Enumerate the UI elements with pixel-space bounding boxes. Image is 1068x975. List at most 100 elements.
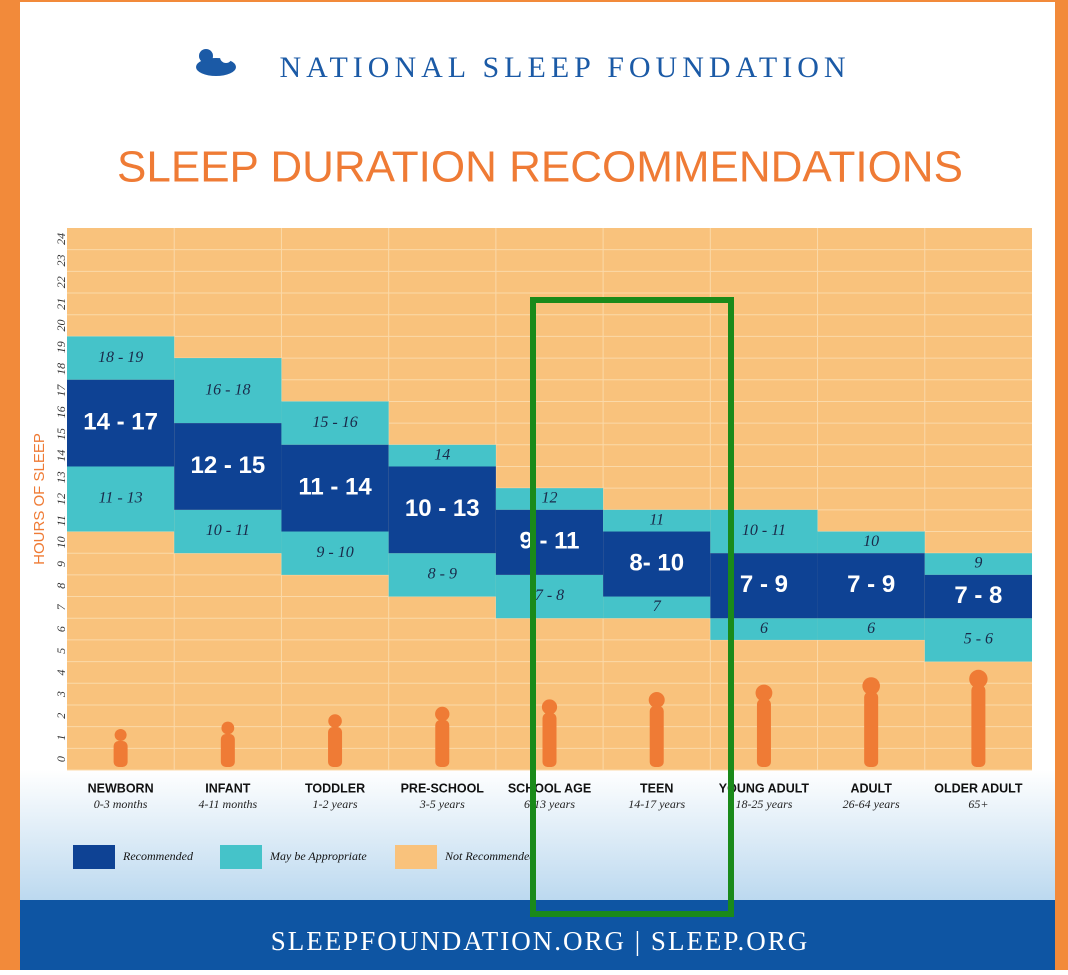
silhouette-head xyxy=(755,684,773,702)
silhouette-head xyxy=(328,714,342,728)
category-label: TODDLER xyxy=(305,781,365,795)
silhouette xyxy=(113,729,128,767)
silhouette xyxy=(969,669,988,767)
recommended-bar xyxy=(67,379,175,467)
silhouette-head xyxy=(221,721,235,735)
silhouette-head xyxy=(969,669,988,689)
category-label: TEEN xyxy=(640,781,673,795)
y-tick-label: 21 xyxy=(54,298,68,310)
silhouette-body xyxy=(220,734,235,767)
y-tick-label: 11 xyxy=(54,515,68,526)
silhouette-body xyxy=(435,720,450,767)
appropriate-below-label: 10 - 11 xyxy=(206,522,250,539)
recommended-bar-label: 9 - 11 xyxy=(519,528,579,555)
silhouette-body xyxy=(113,741,128,767)
silhouette-head xyxy=(648,692,665,708)
silhouette xyxy=(862,677,880,767)
recommended-bar-label: 11 - 14 xyxy=(298,474,372,501)
y-tick-label: 5 xyxy=(54,648,68,654)
appropriate-above-label: 9 xyxy=(974,555,982,572)
appropriate-below xyxy=(388,553,496,597)
silhouette xyxy=(541,699,558,767)
appropriate-above xyxy=(174,358,282,424)
appropriate-below xyxy=(817,618,925,640)
category-label: INFANT xyxy=(205,781,251,795)
silhouette xyxy=(328,714,343,767)
y-tick-label: 7 xyxy=(54,603,68,610)
chart-title: SLEEP DURATION RECOMMENDATIONS xyxy=(117,143,963,192)
footer-text: SLEEPFOUNDATION.ORG | SLEEP.ORG xyxy=(271,926,809,956)
logo xyxy=(196,49,236,76)
recommended-bar xyxy=(388,466,496,554)
recommended-bar xyxy=(817,553,925,619)
legend-label: Not Recommended xyxy=(444,849,536,863)
category-note: 26-64 years xyxy=(843,797,900,811)
appropriate-below-label: 7 - 8 xyxy=(535,587,564,604)
category-note: 65+ xyxy=(968,797,988,811)
category-label: NEWBORN xyxy=(88,781,154,795)
ground-gradient xyxy=(20,770,1055,900)
appropriate-above-label: 16 - 18 xyxy=(205,381,250,398)
y-tick-label: 18 xyxy=(54,363,68,375)
recommended-bar-label: 7 - 9 xyxy=(847,571,895,598)
silhouette-head xyxy=(435,706,450,722)
y-tick-label: 14 xyxy=(54,450,68,462)
appropriate-above xyxy=(603,509,711,532)
plot: 0123456789101112131415161718192021222324… xyxy=(54,228,1032,869)
appropriate-above-label: 10 xyxy=(863,533,879,550)
silhouette-body xyxy=(328,727,343,767)
category-label: SCHOOL AGE xyxy=(508,781,591,795)
recommended-bar-label: 14 - 17 xyxy=(83,408,158,435)
recommended-bar-label: 8- 10 xyxy=(629,549,684,576)
category-note: 1-2 years xyxy=(313,797,358,811)
legend-swatch xyxy=(73,845,115,869)
recommended-bar-label: 12 - 15 xyxy=(190,452,265,479)
recommended-bar-label: 7 - 8 xyxy=(954,582,1002,609)
appropriate-above-label: 10 - 11 xyxy=(742,522,786,539)
silhouette xyxy=(648,692,665,767)
category-note: 3-5 years xyxy=(419,797,465,811)
appropriate-below xyxy=(67,466,175,532)
legend-swatch xyxy=(395,845,437,869)
appropriate-above xyxy=(924,553,1032,575)
appropriate-below xyxy=(710,618,818,640)
legend-label: May be Appropriate xyxy=(269,849,367,863)
appropriate-below-label: 5 - 6 xyxy=(964,631,993,648)
y-tick-label: 15 xyxy=(54,428,68,440)
silhouette xyxy=(755,684,773,767)
appropriate-above-label: 18 - 19 xyxy=(98,349,143,366)
y-tick-label: 9 xyxy=(54,561,68,567)
silhouette xyxy=(220,721,235,767)
y-tick-label: 3 xyxy=(54,691,68,698)
y-tick-label: 2 xyxy=(54,713,68,719)
appropriate-below-label: 7 xyxy=(653,598,662,615)
appropriate-above-label: 15 - 16 xyxy=(312,414,357,431)
category-label: YOUNG ADULT xyxy=(719,781,810,795)
appropriate-below xyxy=(924,618,1032,662)
silhouette xyxy=(435,706,450,767)
y-tick-label: 19 xyxy=(54,341,68,353)
y-tick-label: 20 xyxy=(54,320,68,332)
y-tick-label: 4 xyxy=(54,669,68,675)
highlight-box xyxy=(530,297,734,917)
appropriate-below-label: 8 - 9 xyxy=(428,566,457,583)
category-note: 6-13 years xyxy=(524,797,575,811)
category-label: OLDER ADULT xyxy=(934,781,1023,795)
silhouette-head xyxy=(862,677,880,695)
silhouette-head xyxy=(541,699,558,715)
category-note: 0-3 months xyxy=(94,797,148,811)
silhouette-body xyxy=(649,706,664,767)
y-tick-label: 23 xyxy=(54,255,68,267)
silhouette-body xyxy=(542,713,557,767)
category-label: PRE-SCHOOL xyxy=(401,781,485,795)
y-tick-label: 17 xyxy=(54,384,68,397)
y-axis-label: HOURS OF SLEEP xyxy=(31,433,48,565)
appropriate-below-label: 6 xyxy=(867,620,875,637)
y-tick-label: 1 xyxy=(54,734,68,740)
appropriate-above xyxy=(817,531,925,554)
recommended-bar xyxy=(924,574,1032,619)
organization: NATIONAL SLEEP FOUNDATION xyxy=(279,51,850,84)
appropriate-below xyxy=(174,509,282,554)
appropriate-above-label: 11 xyxy=(649,511,664,528)
